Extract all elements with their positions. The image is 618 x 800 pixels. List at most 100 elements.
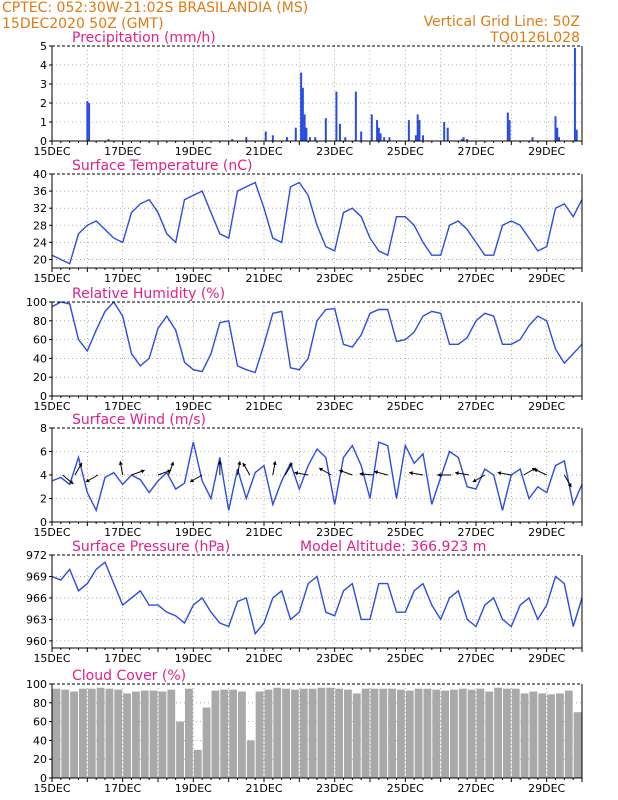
cloud-cover-xtick-label: 25DEC — [387, 782, 424, 795]
cloud-cover-bar — [70, 691, 78, 778]
cloud-cover-bar — [193, 749, 202, 778]
precipitation-mm-h-bar — [466, 139, 469, 141]
cloud-cover-ytick-label: 60 — [33, 716, 47, 729]
precipitation-mm-h-ytick-label: 1 — [40, 116, 47, 129]
surface-temperature-nc-ytick-label: 28 — [33, 219, 47, 232]
cloud-cover-bar — [61, 689, 70, 778]
relative-humidity-xtick-label: 21DEC — [245, 400, 282, 413]
surface-pressure-hpa-xtick-label: 27DEC — [457, 652, 494, 665]
wind-vector-head — [455, 471, 459, 476]
surface-temperature-nc-line — [51, 181, 583, 265]
wind-vector-head — [409, 471, 413, 476]
cloud-cover-bar — [220, 689, 229, 778]
precipitation-mm-h-bar — [300, 72, 303, 141]
wind-vector-head — [359, 472, 364, 477]
wind-vector-head — [237, 461, 242, 465]
precipitation-mm-h-xtick-label: 17DEC — [104, 145, 141, 158]
cloud-cover-bar — [105, 688, 114, 778]
relative-humidity-ytick-label: 40 — [33, 352, 47, 365]
surface-temperature-nc-ytick-label: 36 — [33, 185, 47, 198]
precipitation-mm-h-xtick-label: 19DEC — [175, 145, 212, 158]
cloud-cover-bar — [573, 712, 582, 778]
surface-pressure-hpa-xtick-label: 15DEC — [33, 652, 70, 665]
relative-humidity-ytick-label: 60 — [33, 334, 47, 347]
precipitation-mm-h-bar — [88, 103, 91, 141]
precipitation-mm-h-ytick-label: 0 — [40, 135, 47, 148]
cloud-cover-ytick-label: 100 — [26, 678, 47, 691]
cloud-cover-bar — [149, 690, 158, 778]
cloud-cover-ytick-label: 40 — [33, 734, 47, 747]
precipitation-mm-h-bar — [308, 137, 311, 141]
precipitation-mm-h-bar — [558, 137, 561, 141]
cloud-cover-bar — [273, 687, 282, 778]
cloud-cover-xtick-label: 17DEC — [104, 782, 141, 795]
wind-vector-head — [472, 478, 477, 483]
cloud-cover-bar — [370, 688, 379, 778]
cloud-cover-bar — [405, 690, 414, 778]
surface-pressure-hpa-line — [51, 561, 583, 636]
relative-humidity-line — [51, 300, 583, 374]
cloud-cover-bar — [246, 740, 255, 778]
precipitation-mm-h-bar — [531, 137, 534, 141]
precipitation-mm-h-bar — [344, 137, 347, 141]
precipitation-mm-h-ytick-label: 5 — [40, 40, 47, 53]
wind-vector-head — [140, 469, 145, 474]
wind-vector-head — [319, 467, 324, 472]
cloud-cover-bar — [476, 688, 485, 778]
surface-temperature-nc-xtick-label: 25DEC — [387, 272, 424, 285]
wind-vector-head — [567, 483, 572, 488]
surface-temperature-nc-xtick-label: 17DEC — [104, 272, 141, 285]
cloud-cover-bar — [140, 690, 149, 778]
cloud-cover-bar — [397, 689, 405, 778]
cloud-cover-bar — [556, 693, 564, 778]
precipitation-mm-h-bar — [556, 127, 559, 141]
surface-pressure-hpa-ytick-label: 960 — [26, 635, 47, 648]
surface-wind-m-s-ytick-label: 0 — [40, 516, 47, 529]
surface-temperature-nc-title: Surface Temperature (nC) — [72, 158, 253, 174]
precipitation-mm-h-bar — [418, 120, 421, 141]
cloud-cover-bar — [317, 687, 326, 778]
precipitation-mm-h-bar — [86, 101, 89, 141]
precipitation-mm-h-bar — [354, 91, 357, 141]
surface-temperature-nc-xtick-label: 27DEC — [457, 272, 494, 285]
cloud-cover-bar — [450, 689, 458, 778]
relative-humidity-ytick-label: 0 — [40, 390, 47, 403]
cloud-cover-bar — [291, 689, 299, 778]
precipitation-mm-h-bar — [388, 137, 391, 141]
cloud-cover-bar — [114, 689, 123, 778]
header-date: 15DEC2020 50Z (GMT) — [2, 16, 164, 32]
relative-humidity-xtick-label: 15DEC — [33, 400, 70, 413]
precipitation-mm-h-bar — [338, 123, 341, 141]
precipitation-mm-h-xtick-label: 21DEC — [245, 145, 282, 158]
cloud-cover-bar — [96, 687, 105, 778]
precipitation-mm-h-bar — [377, 127, 380, 141]
surface-wind-m-s-xtick-label: 15DEC — [33, 526, 70, 539]
cloud-cover-bar — [211, 690, 220, 778]
precipitation-mm-h-bar — [379, 133, 382, 141]
precipitation-mm-h-bar — [335, 91, 338, 141]
precipitation-mm-h-bar — [573, 47, 576, 141]
cloud-cover-xtick-label: 23DEC — [316, 782, 353, 795]
cloud-cover-bar — [485, 691, 494, 778]
wind-vector-head — [497, 471, 502, 476]
wind-vector-head — [374, 470, 378, 475]
cloud-cover-bar — [255, 691, 264, 778]
cloud-cover-ytick-label: 20 — [33, 753, 47, 766]
cloud-cover-bar — [167, 689, 176, 778]
surface-temperature-nc-xtick-label: 21DEC — [245, 272, 282, 285]
cloud-cover-bar — [520, 693, 529, 778]
wind-vector-head — [272, 461, 277, 465]
precipitation-mm-h-bar — [414, 135, 417, 141]
wind-vector-head — [217, 461, 222, 465]
cloud-cover-bar — [423, 688, 432, 778]
surface-temperature-nc-xtick-label: 23DEC — [316, 272, 353, 285]
surface-temperature-nc-ytick-label: 32 — [33, 202, 47, 215]
surface-pressure-hpa-xtick-label: 29DEC — [528, 652, 565, 665]
cloud-cover-bar — [494, 687, 502, 778]
cloud-cover-bar — [238, 691, 246, 778]
precipitation-mm-h-bar — [416, 114, 419, 141]
precipitation-mm-h-bar — [245, 137, 248, 141]
surface-pressure-hpa-xtick-label: 23DEC — [316, 652, 353, 665]
cloud-cover-title: Cloud Cover (%) — [72, 668, 186, 684]
